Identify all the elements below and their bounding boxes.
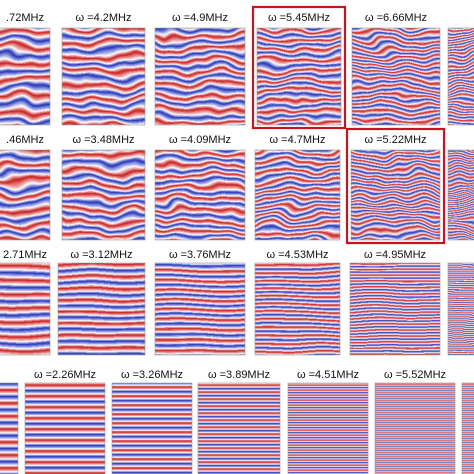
panel — [0, 150, 50, 240]
panel-frame — [447, 262, 474, 356]
panel-frame — [0, 27, 51, 126]
wave-field — [155, 263, 245, 355]
panel-frame — [461, 382, 474, 474]
panel — [255, 150, 340, 240]
wave-field — [155, 28, 245, 125]
wave-field — [155, 150, 245, 240]
panel — [0, 383, 18, 474]
panel — [155, 150, 245, 240]
highlight-box — [345, 127, 446, 245]
panel-frame — [111, 382, 193, 474]
wave-field — [350, 263, 440, 355]
panel-label: ω =4.51MHz — [297, 369, 359, 381]
wave-field — [112, 383, 192, 474]
wave-field — [58, 263, 145, 355]
panel-frame — [447, 27, 474, 126]
panel — [448, 28, 474, 125]
panel-frame — [154, 262, 246, 356]
panel-frame — [0, 149, 51, 241]
wave-field — [448, 263, 474, 355]
panel — [62, 150, 145, 240]
wave-field — [0, 263, 50, 355]
panel-frame — [0, 382, 19, 474]
panel-label: ω =3.26MHz — [121, 369, 183, 381]
wave-field — [375, 383, 455, 474]
wave-field — [448, 150, 474, 240]
panel-label: .46MHz — [6, 134, 44, 146]
wave-field — [462, 383, 474, 474]
panel-frame — [154, 27, 246, 126]
panel-frame — [447, 149, 474, 241]
panel-frame — [154, 149, 246, 241]
panel — [25, 383, 105, 474]
panel-frame — [197, 382, 281, 474]
panel — [350, 263, 440, 355]
wave-field — [288, 383, 368, 474]
wave-field — [255, 150, 340, 240]
panel — [198, 383, 280, 474]
panel-label: ω =4.7MHz — [270, 134, 326, 146]
panel-label: ω =3.48MHz — [72, 134, 134, 146]
panel-label: ω =5.22MHz — [364, 134, 426, 146]
panel — [0, 263, 50, 355]
panel-label: ω =6.66MHz — [365, 12, 427, 24]
panel-label: ω =3.12MHz — [70, 249, 132, 261]
panel-label: ω =4.95MHz — [364, 249, 426, 261]
panel-frame — [374, 382, 456, 474]
wave-field — [62, 28, 145, 125]
wave-field — [255, 263, 340, 355]
panel-label: ω =5.52MHz — [384, 369, 446, 381]
panel — [351, 150, 440, 240]
panel — [155, 28, 245, 125]
wave-field — [0, 28, 50, 125]
panel-frame — [350, 149, 441, 241]
highlight-box — [251, 5, 347, 130]
panel-label: ω =4.09MHz — [169, 134, 231, 146]
panel-label: ω =4.53MHz — [266, 249, 328, 261]
wave-field — [448, 28, 474, 125]
panel-frame — [256, 27, 342, 126]
panel — [255, 263, 340, 355]
panel-label: ω =2.26MHz — [34, 369, 96, 381]
wave-field — [0, 383, 18, 474]
wave-field — [257, 28, 341, 125]
wave-field — [198, 383, 280, 474]
panel-frame — [24, 382, 106, 474]
wave-field — [351, 150, 440, 240]
panel-label: ω =5.45MHz — [268, 12, 330, 24]
panel-label: ω =3.76MHz — [169, 249, 231, 261]
panel — [62, 28, 145, 125]
panel-frame — [254, 262, 341, 356]
wave-field — [62, 150, 145, 240]
wave-field — [25, 383, 105, 474]
panel — [288, 383, 368, 474]
panel — [155, 263, 245, 355]
panel — [462, 383, 474, 474]
panel-frame — [254, 149, 341, 241]
panel-label: 2.71MHz — [3, 249, 47, 261]
panel — [257, 28, 341, 125]
panel-frame — [61, 149, 146, 241]
panel-frame — [0, 262, 51, 356]
panel-frame — [287, 382, 369, 474]
panel — [58, 263, 145, 355]
panel-label: ω =3.89MHz — [208, 369, 270, 381]
panel — [448, 150, 474, 240]
panel-label: .72MHz — [6, 12, 44, 24]
panel — [112, 383, 192, 474]
wave-field — [0, 150, 50, 240]
panel — [352, 28, 440, 125]
panel-frame — [57, 262, 146, 356]
panel — [375, 383, 455, 474]
panel-label: ω =4.2MHz — [76, 12, 132, 24]
panel — [448, 263, 474, 355]
panel-frame — [61, 27, 146, 126]
panel-label: ω =4.9MHz — [172, 12, 228, 24]
panel — [0, 28, 50, 125]
panel-frame — [349, 262, 441, 356]
panel-frame — [351, 27, 441, 126]
wave-field — [352, 28, 440, 125]
